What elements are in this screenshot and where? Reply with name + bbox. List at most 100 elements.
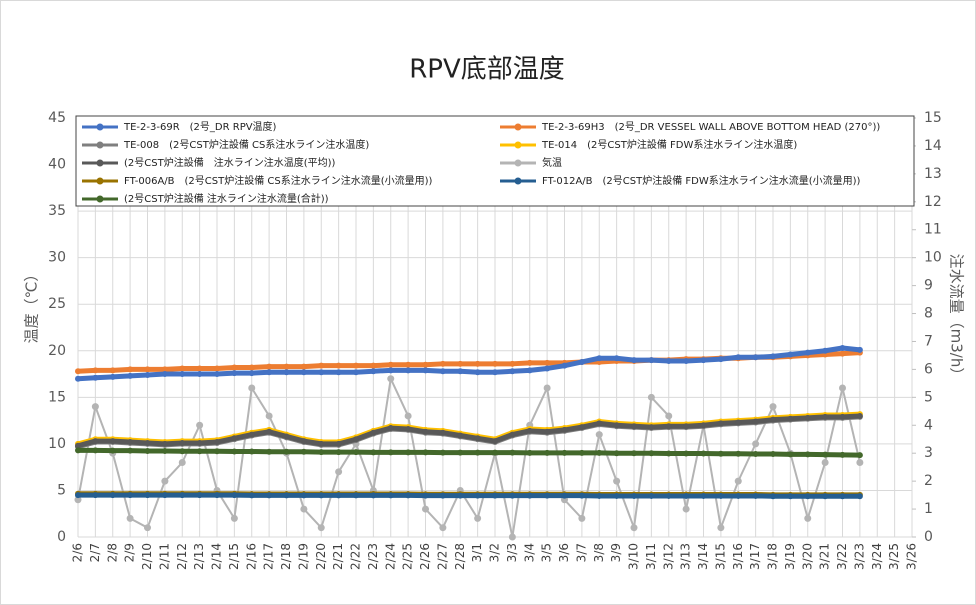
x-tick-label: 3/3	[505, 543, 519, 562]
data-point	[821, 459, 829, 467]
y2-tick-label: 12	[924, 194, 942, 210]
data-point	[231, 370, 238, 377]
data-point	[92, 492, 99, 499]
data-point	[370, 449, 377, 456]
data-point	[856, 412, 863, 419]
data-point	[804, 414, 811, 421]
data-point	[318, 449, 325, 456]
data-point	[595, 431, 603, 439]
legend-label: (2号CST炉注設備 注水ライン注水流量(合計))	[124, 192, 329, 205]
data-point	[353, 362, 359, 369]
x-tick-label: 2/13	[192, 543, 206, 570]
y-tick-label: 45	[48, 110, 66, 126]
data-point	[544, 428, 551, 435]
x-tick-label: 3/1	[470, 543, 484, 562]
data-point	[735, 354, 742, 361]
data-point	[178, 459, 186, 467]
data-point	[353, 369, 359, 376]
data-point	[631, 492, 637, 499]
y-tick-label: 35	[48, 203, 66, 219]
y-tick-label: 15	[48, 389, 66, 405]
data-point	[127, 492, 134, 499]
data-point	[787, 493, 794, 500]
data-point	[179, 492, 186, 499]
x-tick-label: 2/25	[401, 543, 415, 570]
x-tick-label: 2/10	[140, 543, 154, 570]
x-tick-label: 3/23	[852, 543, 866, 570]
legend-marker	[514, 159, 522, 167]
data-point	[544, 449, 551, 456]
data-point	[266, 448, 273, 455]
x-tick-label: 2/7	[88, 543, 102, 562]
x-tick-label: 3/7	[574, 543, 588, 562]
data-point	[526, 449, 533, 456]
data-point	[856, 452, 863, 459]
data-point	[439, 429, 446, 436]
grid: 2/6 2/7 2/8 2/9 2/10 2/11 2/12 2/13 2/14 2/15 2/16…	[48, 110, 942, 570]
y2-tick-label: 13	[924, 166, 942, 182]
data-point	[335, 362, 342, 369]
data-point	[75, 368, 81, 375]
data-point	[526, 492, 533, 499]
data-point	[856, 346, 863, 353]
data-point	[109, 447, 116, 454]
legend: TE-2-3-69R (2号_DR RPV温度) TE-2-3-69H3 (2号_…	[82, 120, 880, 205]
data-point	[578, 449, 585, 456]
data-point	[648, 357, 655, 364]
data-point	[648, 492, 655, 499]
data-point	[457, 368, 464, 375]
data-point	[717, 492, 724, 499]
data-point	[474, 514, 482, 522]
data-point	[596, 449, 603, 456]
x-tick-label: 3/25	[887, 543, 901, 570]
data-point	[439, 492, 446, 499]
data-point	[266, 363, 273, 370]
data-point	[248, 364, 255, 371]
x-tick-label: 2/15	[227, 543, 241, 570]
data-point	[665, 450, 672, 457]
y-tick-label: 5	[57, 482, 66, 498]
data-point	[161, 447, 168, 454]
data-point	[631, 357, 637, 364]
data-point	[752, 354, 759, 361]
data-point	[144, 447, 151, 454]
x-tick-label: 3/14	[696, 543, 710, 570]
data-point	[578, 358, 585, 365]
data-point	[230, 514, 238, 522]
data-point	[596, 492, 603, 499]
data-point	[596, 420, 603, 427]
data-point	[300, 369, 307, 376]
data-point	[752, 418, 759, 425]
x-tick-label: 2/19	[296, 543, 310, 570]
data-point	[787, 351, 794, 358]
data-point	[474, 449, 481, 456]
data-point	[665, 412, 673, 420]
x-tick-label: 2/27	[435, 543, 449, 570]
data-point	[578, 424, 585, 431]
y2-tick-label: 8	[924, 306, 933, 322]
x-tick-label: 3/10	[627, 543, 641, 570]
data-point	[665, 358, 672, 365]
data-point	[265, 412, 273, 420]
data-point	[596, 355, 603, 362]
data-point	[370, 362, 377, 369]
data-point	[283, 369, 290, 376]
data-point	[144, 371, 151, 378]
data-point	[578, 492, 585, 499]
data-point	[335, 468, 343, 476]
data-point	[161, 477, 169, 485]
data-point	[492, 449, 498, 456]
data-point	[492, 360, 498, 367]
x-tick-label: 3/5	[540, 543, 554, 562]
data-point	[543, 384, 551, 392]
y2-tick-label: 5	[924, 389, 933, 405]
data-point	[700, 492, 707, 499]
data-point	[318, 440, 325, 447]
data-point	[405, 361, 412, 368]
data-point	[266, 492, 273, 499]
data-point	[387, 449, 394, 456]
data-point	[509, 360, 516, 367]
legend-marker	[96, 177, 104, 185]
data-point	[387, 367, 394, 374]
